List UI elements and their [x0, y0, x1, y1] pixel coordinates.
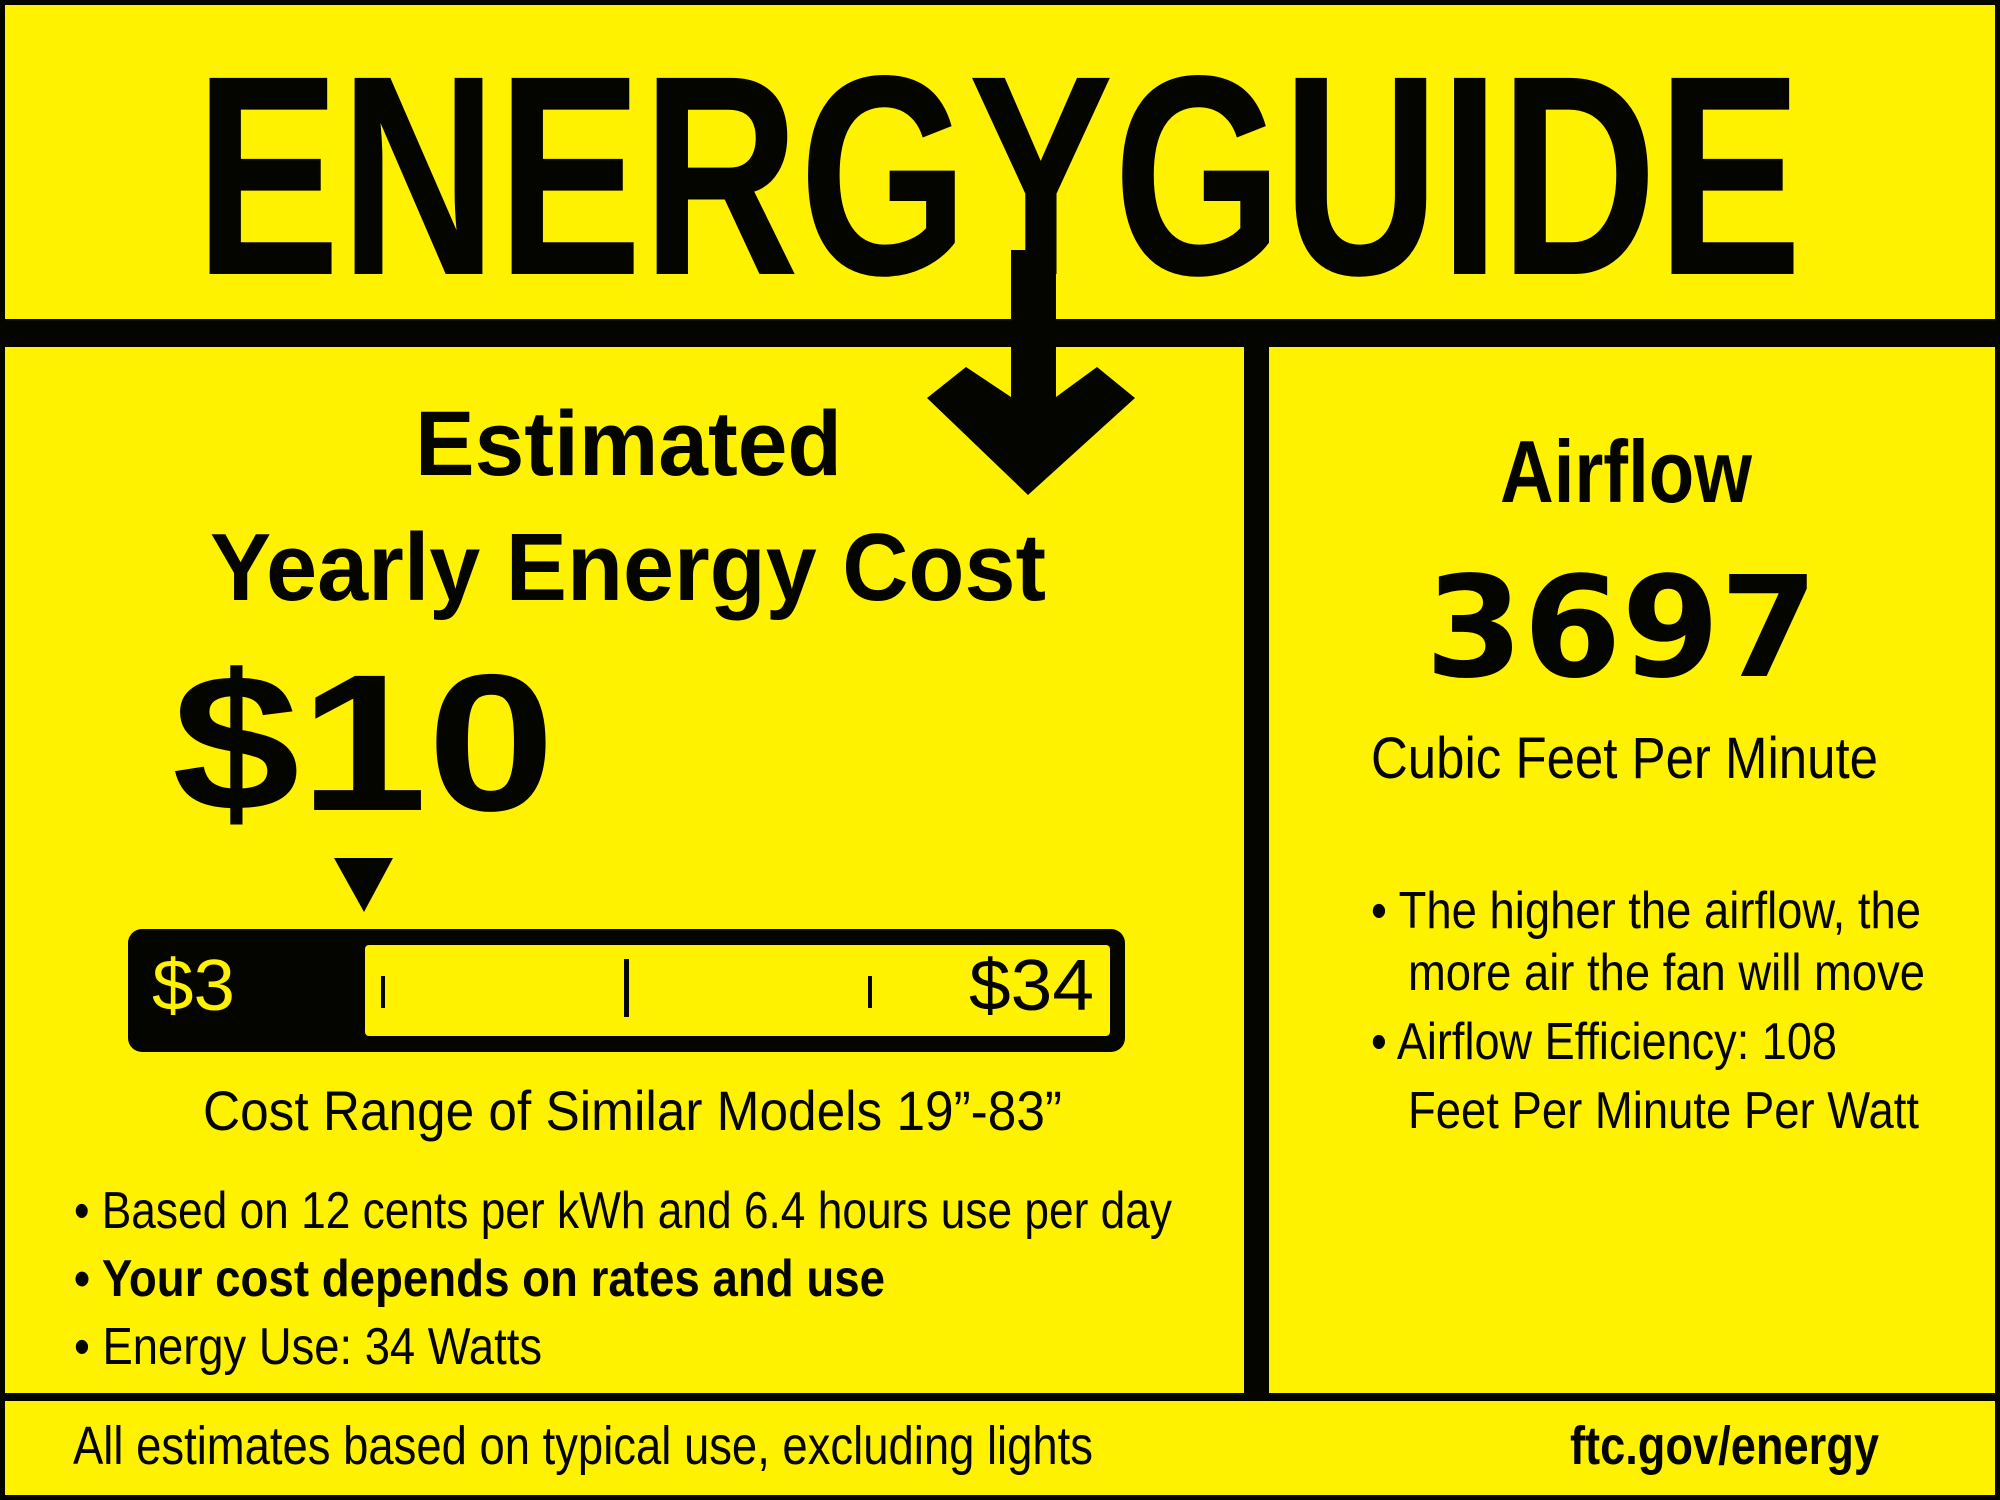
airflow-unit: Cubic Feet Per Minute	[1371, 726, 1878, 791]
airflow-efficiency-unit: Feet Per Minute Per Watt	[1408, 1082, 1919, 1140]
cost-heading-line1: Estimated	[415, 393, 842, 495]
cost-bullet: • Based on 12 cents per kWh and 6.4 hour…	[74, 1182, 1172, 1240]
range-tick	[868, 976, 872, 1008]
airflow-efficiency-bullet: • Airflow Efficiency: 108	[1371, 1013, 1837, 1071]
footer-divider	[0, 1393, 2000, 1401]
header-divider	[0, 319, 2000, 347]
cost-heading-line2: Yearly Energy Cost	[210, 514, 1046, 621]
range-min-label: $3	[152, 946, 235, 1026]
range-tick	[624, 959, 629, 1017]
ftc-link[interactable]: ftc.gov/energy	[1570, 1416, 1879, 1476]
cost-range-bar: $3 $34	[128, 929, 1125, 1052]
column-divider	[1244, 347, 1269, 1393]
cost-bullet-bold: • Your cost depends on rates and use	[74, 1250, 885, 1308]
yearly-cost-value: $10	[172, 634, 555, 852]
energy-use-bullet: • Energy Use: 34 Watts	[74, 1318, 542, 1376]
range-tick	[381, 976, 385, 1008]
airflow-bullet-cont: more air the fan will move	[1408, 944, 1925, 1002]
airflow-heading: Airflow	[1500, 422, 1752, 521]
footer-note: All estimates based on typical use, excl…	[73, 1416, 1093, 1476]
arrow-down-icon	[927, 250, 1135, 495]
airflow-bullet: • The higher the airflow, the	[1371, 882, 1921, 940]
page-title: ENERGYGUIDE	[195, 17, 1802, 335]
airflow-value: 3697	[1425, 547, 1818, 710]
range-max-label: $34	[969, 946, 1094, 1026]
range-caption: Cost Range of Similar Models 19”-83”	[203, 1079, 1062, 1142]
cost-marker-triangle-icon	[334, 858, 393, 912]
